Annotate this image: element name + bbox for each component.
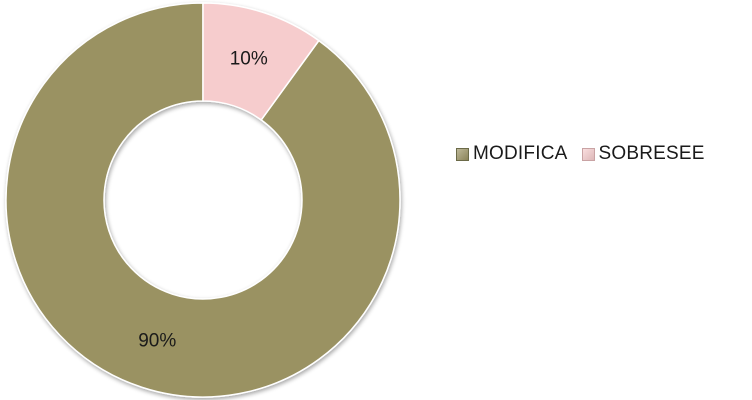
donut-slice-sobresee [202, 2, 320, 121]
donut-data-labels: 90% 10% [138, 49, 268, 352]
legend-item-sobresee: SOBRESEE [581, 143, 705, 165]
chart-legend: MODIFICA SOBRESEE [456, 143, 705, 165]
legend-label-sobresee: SOBRESEE [598, 143, 705, 164]
legend-swatch-modifica [456, 147, 469, 161]
legend-swatch-sobresee [581, 147, 595, 161]
donut-slices [5, 2, 401, 398]
legend-label-modifica: MODIFICA [473, 143, 568, 164]
donut-slice-modifica [5, 2, 401, 398]
data-label-modifica: 90% [138, 330, 176, 351]
legend-item-modifica: MODIFICA [456, 143, 568, 165]
data-label-sobresee: 10% [230, 49, 268, 70]
